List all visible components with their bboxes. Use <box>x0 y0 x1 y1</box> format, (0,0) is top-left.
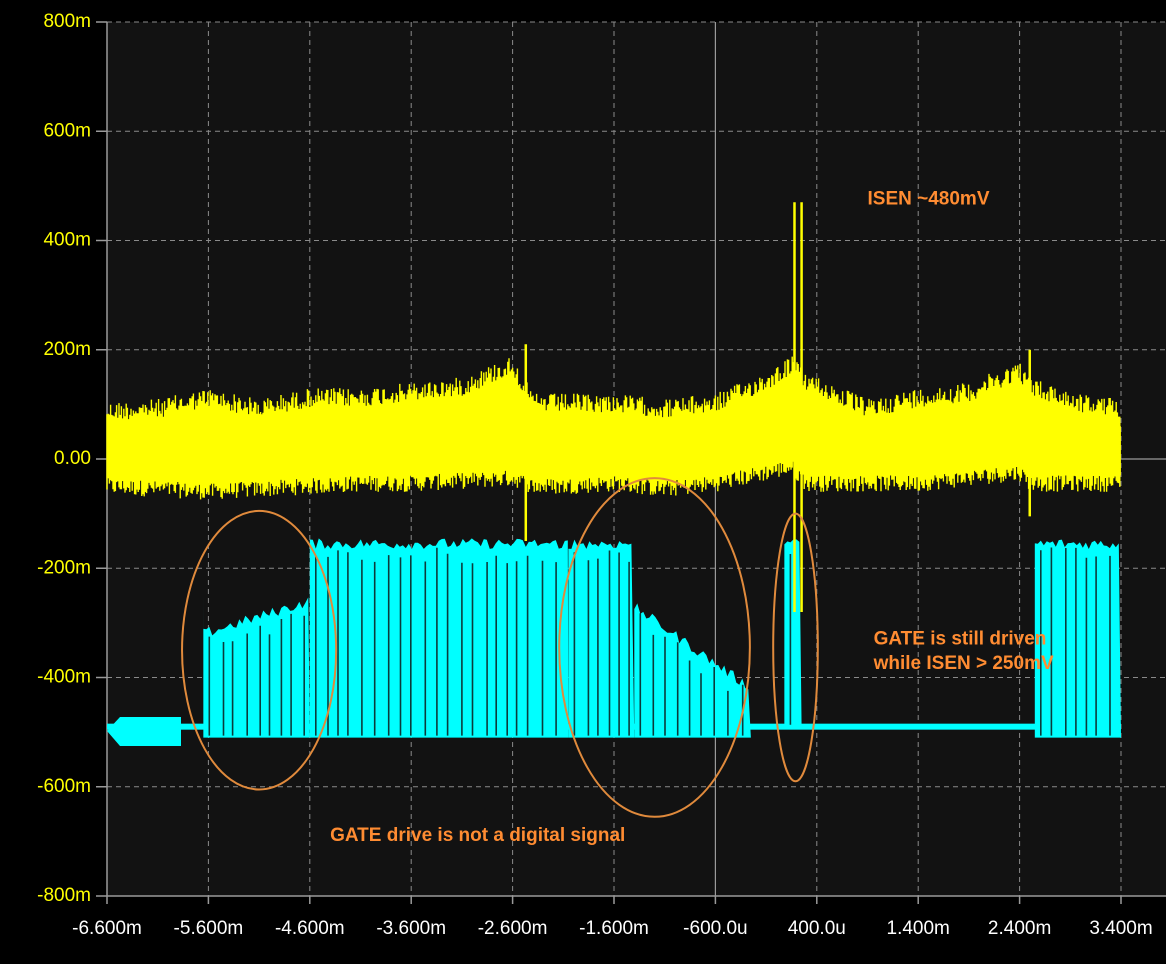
x-tick-label: -4.600m <box>275 918 345 939</box>
x-tick-label: 2.400m <box>988 918 1051 939</box>
x-tick-label: -3.600m <box>376 918 446 939</box>
x-tick-label: -600.0u <box>683 918 747 939</box>
annotation-text: GATE is still driven <box>874 628 1047 649</box>
y-tick-label: -400m <box>37 667 91 688</box>
y-tick-label: 0.00 <box>54 448 91 469</box>
highlight-ellipses <box>181 477 819 818</box>
x-tick-label: -1.600m <box>579 918 649 939</box>
gate-burst <box>1034 539 1121 738</box>
x-tick-label: -6.600m <box>72 918 142 939</box>
y-tick-label: -800m <box>37 885 91 906</box>
annotation-text: while ISEN > 250mV <box>873 653 1054 674</box>
annotation-text: GATE drive is not a digital signal <box>330 825 625 846</box>
gate-switching-gaps <box>1040 547 1111 736</box>
y-tick-label: 400m <box>43 230 91 251</box>
highlight-ellipse <box>558 477 751 818</box>
isen-trace <box>106 202 1121 612</box>
gate-burst <box>784 535 802 727</box>
highlight-ellipse <box>181 509 338 791</box>
x-tick-label: -5.600m <box>174 918 244 939</box>
grid <box>107 21 1166 896</box>
gate-burst <box>568 539 635 738</box>
annotations: ISEN ~480mV GATE is still driven while ISE… <box>330 189 1054 846</box>
x-tick-label: 1.400m <box>887 918 950 939</box>
x-tick-label: 400.0u <box>788 918 846 939</box>
annotation-text: ISEN ~480mV <box>868 189 990 210</box>
gate-switching-gaps <box>573 550 630 736</box>
y-tick-label: -600m <box>37 776 91 797</box>
gate-switching-gaps <box>315 547 557 736</box>
y-tick-label: 200m <box>43 339 91 360</box>
gate-trace <box>107 535 1121 738</box>
x-tick-label: -2.600m <box>478 918 548 939</box>
gate-burst <box>203 590 310 738</box>
y-tick-label: 800m <box>43 11 91 32</box>
highlight-ellipse <box>772 512 819 783</box>
x-axis-ticks: -6.600m -5.600m -4.600m -3.600m -2.600m -1.60… <box>72 918 1153 939</box>
channel-marker[interactable] <box>107 717 181 746</box>
gate-switching-gaps <box>208 613 305 736</box>
gate-burst <box>634 601 751 738</box>
y-axis-ticks: 800m 600m 400m 200m 0.00 -200m -400m -600m -800m <box>37 11 91 906</box>
y-tick-label: -200m <box>37 557 91 578</box>
y-tick-label: 600m <box>43 120 91 141</box>
x-tick-label: 3.400m <box>1089 918 1152 939</box>
isen-body <box>107 382 1121 484</box>
